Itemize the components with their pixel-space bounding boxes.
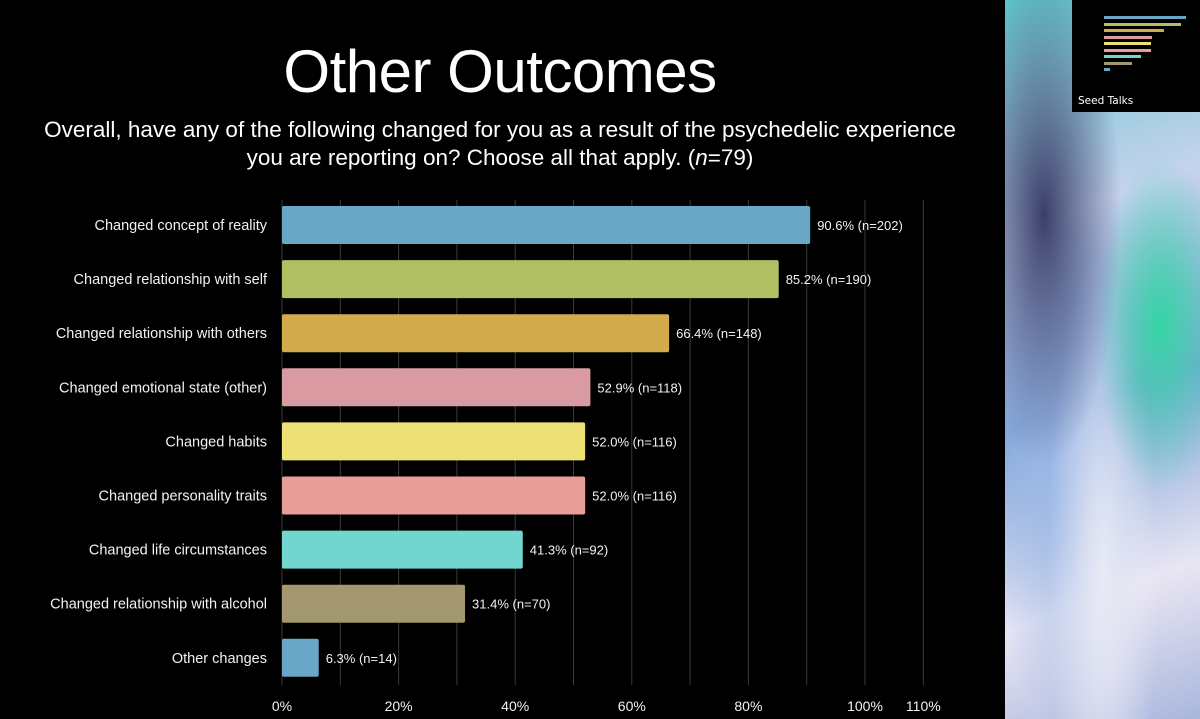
presentation-slide: Other Outcomes Overall, have any of the … (0, 38, 1000, 714)
outcomes-bar-chart: Changed concept of reality 90.6% (n=202) C… (50, 200, 941, 714)
x-tick-label: 40% (501, 698, 529, 714)
bar (282, 260, 779, 299)
participant-name-label: Seed Talks (1078, 95, 1134, 107)
x-tick-label: 110% (906, 698, 941, 714)
category-label: Changed relationship with others (56, 326, 267, 342)
x-tick-label: 60% (618, 698, 646, 714)
thumbnail-bar (1104, 68, 1110, 71)
data-label: 85.2% (n=190) (786, 272, 872, 287)
x-tick-label: 100% (847, 698, 883, 714)
slide-title: Other Outcomes (283, 38, 717, 105)
category-label: Changed emotional state (other) (59, 380, 267, 396)
data-label: 41.3% (n=92) (530, 543, 608, 558)
thumbnail-bar (1104, 55, 1142, 58)
category-label: Changed concept of reality (95, 218, 268, 234)
thumbnail-bar (1104, 48, 1151, 52)
category-label: Changed relationship with alcohol (50, 597, 267, 613)
data-label: 6.3% (n=14) (326, 651, 397, 666)
data-label: 52.9% (n=118) (597, 380, 682, 395)
thumbnail-bar (1104, 42, 1151, 45)
bar (282, 206, 811, 244)
bar (282, 530, 523, 569)
data-label: 90.6% (n=202) (817, 218, 903, 233)
thumbnail-bar (1104, 35, 1152, 39)
subtitle-line-2-suffix: =79) (707, 145, 754, 170)
bar (282, 368, 591, 407)
category-label: Changed life circumstances (89, 543, 267, 559)
x-tick-label: 20% (385, 698, 413, 714)
subtitle-line-1: Overall, have any of the following chang… (44, 117, 956, 142)
thumbnail-bar (1104, 29, 1164, 32)
data-label: 52.0% (n=116) (592, 434, 677, 449)
bar (282, 638, 319, 677)
subtitle-line-2: you are reporting on? Choose all that ap… (0, 144, 1000, 172)
category-label: Other changes (172, 651, 267, 667)
subtitle-line-2-prefix: you are reporting on? Choose all that ap… (246, 145, 696, 170)
data-label: 66.4% (n=148) (676, 326, 762, 341)
category-label: Changed habits (165, 434, 267, 450)
category-label: Changed relationship with self (74, 272, 268, 288)
bar (282, 422, 586, 461)
thumbnail-bar (1104, 22, 1181, 26)
category-label: Changed personality traits (99, 489, 267, 505)
thumbnail-bar (1104, 16, 1186, 19)
video-background (1005, 0, 1200, 719)
thumbnail-bar (1104, 61, 1133, 65)
bar (282, 584, 466, 623)
x-tick-label: 80% (734, 698, 762, 714)
data-label: 52.0% (n=116) (592, 489, 677, 504)
bar (282, 314, 670, 353)
slide-thumbnail[interactable] (1072, 0, 1200, 112)
bar (282, 476, 586, 515)
x-tick-label: 0% (272, 698, 292, 714)
slide-subtitle: Overall, have any of the following chang… (0, 116, 1000, 172)
subtitle-n-symbol: n (695, 145, 708, 170)
data-label: 31.4% (n=70) (472, 597, 550, 612)
